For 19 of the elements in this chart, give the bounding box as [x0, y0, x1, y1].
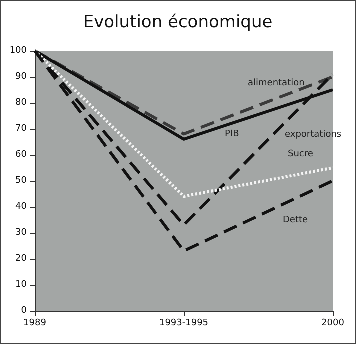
- y-tick-label: 70: [16, 124, 28, 134]
- y-tick-label: 80: [16, 98, 28, 108]
- series-label: Sucre: [288, 150, 314, 160]
- x-tick-label: 2000: [322, 318, 345, 328]
- y-tick-label: 30: [16, 228, 28, 238]
- series-label: alimentation: [248, 78, 305, 88]
- y-tick-label: 90: [16, 72, 28, 82]
- y-tick-label: 10: [16, 280, 28, 290]
- series-label: Dette: [283, 216, 309, 226]
- chart-title: Evolution économique: [83, 12, 273, 32]
- series-label: PIB: [225, 130, 240, 140]
- x-tick-label: 1993-1995: [159, 318, 209, 328]
- y-tick-label: 40: [16, 202, 28, 212]
- y-tick-label: 100: [10, 46, 28, 56]
- y-tick-label: 20: [16, 254, 28, 264]
- x-tick-label: 1989: [24, 318, 47, 328]
- y-tick-label: 50: [16, 176, 28, 186]
- y-tick-label: 60: [16, 150, 28, 160]
- y-tick-label: 0: [21, 306, 28, 316]
